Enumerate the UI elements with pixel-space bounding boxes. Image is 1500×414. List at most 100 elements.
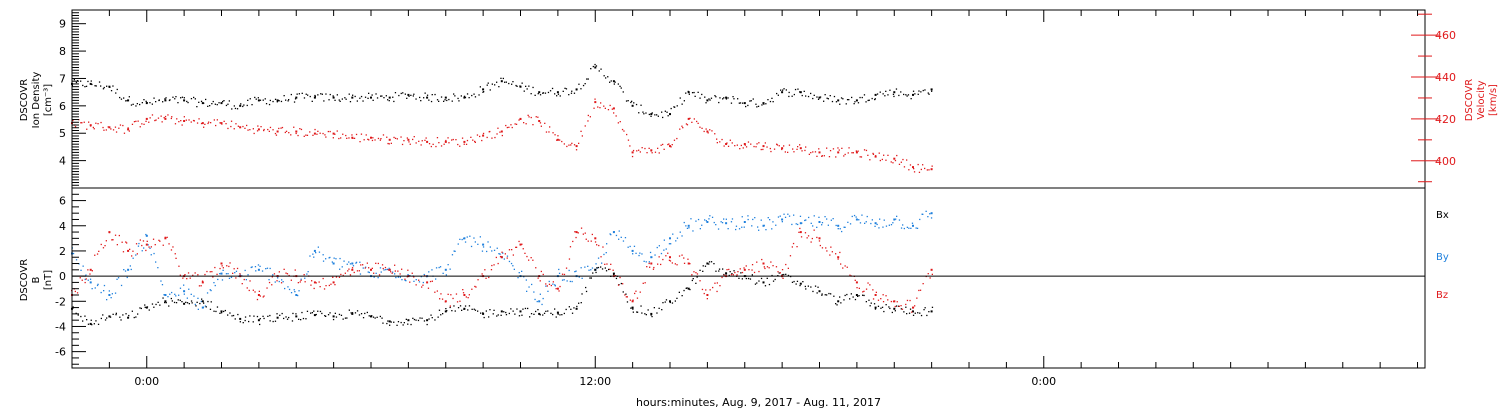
bx-series-sample bbox=[570, 308, 572, 310]
bx-series-sample bbox=[908, 312, 911, 314]
bx-series-sample bbox=[824, 294, 826, 296]
bz-series-sample bbox=[105, 240, 107, 242]
bx-series-sample bbox=[453, 305, 455, 307]
density-series-sample bbox=[368, 92, 370, 94]
by-series-sample bbox=[713, 221, 715, 224]
bz-series-sample bbox=[85, 278, 87, 280]
density-series-sample bbox=[745, 105, 747, 108]
density-series-sample bbox=[840, 97, 843, 99]
density-series-sample bbox=[298, 93, 300, 95]
by-series-sample bbox=[927, 216, 929, 218]
by-series-sample bbox=[890, 224, 893, 226]
bx-series-sample bbox=[653, 307, 655, 309]
bx-series-sample bbox=[924, 307, 926, 309]
density-series-sample bbox=[419, 96, 421, 99]
density-series-sample bbox=[631, 100, 633, 102]
density-series-sample bbox=[643, 113, 645, 115]
bx-series-sample bbox=[894, 310, 896, 312]
bz-series-sample bbox=[662, 258, 664, 261]
density-series-point bbox=[799, 91, 802, 94]
velocity-series-sample bbox=[843, 155, 845, 157]
bx-series-sample bbox=[324, 315, 326, 317]
density-series-sample bbox=[268, 103, 271, 106]
bx-series-sample bbox=[774, 278, 776, 281]
left-tick-label: -4 bbox=[55, 320, 66, 333]
bx-series-point bbox=[295, 315, 298, 318]
velocity-series-point bbox=[893, 157, 896, 160]
density-series-sample bbox=[747, 104, 749, 107]
bz-series-sample bbox=[407, 269, 409, 271]
bx-series-sample bbox=[205, 306, 207, 308]
bz-series-sample bbox=[887, 299, 889, 301]
velocity-series-sample bbox=[641, 147, 643, 149]
velocity-series-sample bbox=[470, 136, 472, 138]
velocity-series-sample bbox=[275, 134, 278, 136]
density-series-sample bbox=[780, 89, 782, 91]
velocity-series-sample bbox=[472, 139, 474, 141]
bx-series-sample bbox=[787, 274, 790, 277]
density-series-sample bbox=[903, 93, 905, 96]
bx-series-sample bbox=[244, 316, 247, 318]
bz-series-sample bbox=[646, 266, 648, 268]
density-series-sample bbox=[464, 96, 467, 99]
bx-series-sample bbox=[914, 312, 916, 314]
bx-series-sample bbox=[298, 318, 300, 320]
bz-series-sample bbox=[548, 283, 551, 285]
bx-series-sample bbox=[159, 304, 161, 306]
bz-series-sample bbox=[819, 244, 821, 247]
bx-series-sample bbox=[259, 323, 261, 326]
density-series-point bbox=[444, 96, 447, 99]
velocity-series-sample bbox=[894, 159, 897, 162]
velocity-series-sample bbox=[193, 120, 195, 122]
by-series-sample bbox=[692, 230, 694, 232]
by-series-sample bbox=[882, 226, 884, 228]
bz-series-sample bbox=[404, 278, 406, 280]
velocity-series-sample bbox=[515, 123, 518, 125]
bx-series-sample bbox=[840, 302, 842, 304]
by-series-sample bbox=[407, 274, 409, 276]
bx-series-sample bbox=[356, 310, 359, 312]
density-series-sample bbox=[198, 101, 200, 103]
velocity-series-sample bbox=[269, 126, 272, 129]
bx-series-sample bbox=[854, 298, 857, 301]
bz-series-sample bbox=[356, 270, 359, 272]
bz-series-point bbox=[687, 262, 690, 265]
bz-series-sample bbox=[100, 243, 102, 246]
bx-series-sample bbox=[179, 299, 181, 301]
bx-series-sample bbox=[482, 312, 484, 314]
density-series-sample bbox=[900, 91, 902, 93]
velocity-series-sample bbox=[793, 151, 795, 153]
bx-series-sample bbox=[405, 318, 407, 320]
by-series-sample bbox=[663, 239, 665, 241]
velocity-series-sample bbox=[317, 130, 319, 132]
by-series-sample bbox=[818, 216, 820, 218]
bx-series-sample bbox=[656, 312, 658, 314]
density-series-sample bbox=[619, 85, 621, 87]
bz-series-sample bbox=[334, 284, 336, 286]
density-series-sample bbox=[478, 94, 480, 96]
density-series-sample bbox=[539, 94, 542, 96]
density-series-sample bbox=[434, 93, 436, 96]
density-series-sample bbox=[810, 92, 812, 95]
bz-series-sample bbox=[648, 262, 650, 265]
by-series-sample bbox=[615, 234, 618, 237]
bz-series-sample bbox=[508, 249, 511, 251]
velocity-series-sample bbox=[223, 120, 225, 122]
velocity-series-sample bbox=[781, 148, 783, 151]
bz-series-sample bbox=[709, 289, 711, 291]
bx-series-sample bbox=[209, 308, 212, 310]
by-series-sample bbox=[688, 227, 690, 229]
by-series-sample bbox=[431, 269, 433, 271]
by-series-sample bbox=[795, 223, 797, 225]
by-series-sample bbox=[571, 280, 573, 283]
bx-series-sample bbox=[128, 314, 130, 317]
density-series-sample bbox=[404, 93, 406, 95]
density-series-sample bbox=[95, 85, 97, 87]
bz-series-sample bbox=[565, 267, 568, 269]
bz-series-sample bbox=[911, 311, 913, 313]
by-series-sample bbox=[274, 281, 276, 283]
by-series-sample bbox=[930, 217, 933, 219]
density-series-sample bbox=[573, 92, 576, 94]
bz-series-sample bbox=[229, 262, 231, 264]
bz-series-sample bbox=[594, 241, 597, 243]
